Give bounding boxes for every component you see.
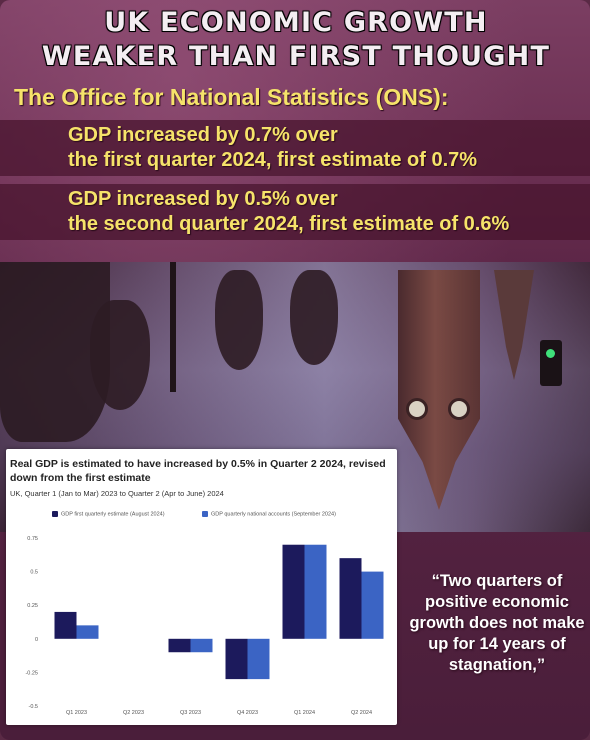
gdp-bar-chart: 0.75 0.5 0.25 0 -0.25 -0.5 Q1 2023 Q2 2023 Q3 20…	[25, 536, 384, 716]
fact-line: GDP increased by 0.5% over	[68, 188, 338, 210]
bar-first-estimate	[339, 558, 362, 639]
pedestrian-silhouette	[90, 300, 150, 410]
x-tick-label: Q4 2023	[237, 710, 258, 716]
legend-label: GDP quarterly national accounts (Septemb…	[211, 511, 336, 518]
bar-national-accounts	[361, 571, 384, 639]
bar-first-estimate	[225, 638, 248, 680]
headline-line-2: WEAKER THAN FIRST THOUGHT	[41, 41, 551, 72]
fact-line: the second quarter 2024, first estimate …	[68, 213, 510, 235]
x-tick-label: Q1 2023	[66, 710, 87, 716]
y-tick-label: -0.25	[25, 670, 38, 676]
legend-item-first-estimate: GDP first quarterly estimate (August 202…	[52, 511, 165, 517]
clock-face	[406, 398, 428, 420]
legend-item-national-accounts: GDP quarterly national accounts (Septemb…	[202, 511, 336, 517]
fact-banner	[0, 120, 590, 176]
y-tick-label: -0.5	[29, 704, 38, 710]
bar-national-accounts	[247, 638, 270, 680]
subheading: The Office for National Statistics (ONS)…	[14, 84, 449, 110]
gdp-chart-card: Real GDP is estimated to have increased …	[6, 449, 397, 725]
y-tick-label: 0.5	[30, 570, 38, 576]
legend-swatch	[202, 511, 208, 517]
bar-national-accounts	[304, 544, 327, 639]
fact-line: GDP increased by 0.7% over	[68, 124, 338, 146]
x-tick-label: Q2 2024	[351, 710, 372, 716]
legend-label: GDP first quarterly estimate (August 202…	[61, 511, 165, 518]
fact-line: the first quarter 2024, first estimate o…	[68, 149, 478, 171]
bar-first-estimate	[282, 544, 305, 639]
y-tick-label: 0.75	[27, 536, 38, 542]
legend-swatch	[52, 511, 58, 517]
bar-first-estimate	[54, 611, 77, 639]
fact-q2-2024: GDP increased by 0.5% over the second qu…	[68, 187, 588, 237]
clock-face	[448, 398, 470, 420]
fact-q1-2024: GDP increased by 0.7% over the first qua…	[68, 123, 588, 173]
traffic-light	[540, 340, 562, 386]
headline-line-1: UK ECONOMIC GROWTH	[104, 7, 488, 38]
green-light-icon	[546, 349, 555, 358]
chart-subtitle: UK, Quarter 1 (Jan to Mar) 2023 to Quart…	[10, 489, 224, 498]
chart-title: Real GDP is estimated to have increased …	[10, 458, 386, 484]
fact-banner	[0, 184, 590, 240]
bar-national-accounts	[190, 638, 213, 653]
x-tick-label: Q1 2024	[294, 710, 315, 716]
x-tick-label: Q2 2023	[123, 710, 144, 716]
pedestrian-silhouette	[290, 270, 338, 365]
bar-national-accounts	[76, 625, 99, 639]
bar-first-estimate	[168, 638, 191, 653]
x-tick-label: Q3 2023	[180, 710, 201, 716]
pull-quote: “Two quarters of positive economic growt…	[409, 572, 585, 674]
lamp-post	[170, 262, 176, 392]
headline: UK ECONOMIC GROWTH WEAKER THAN FIRST THO…	[10, 6, 582, 74]
y-tick-label: 0.25	[27, 603, 38, 609]
pedestrian-silhouette	[215, 270, 263, 370]
y-tick-label: 0	[35, 637, 38, 643]
